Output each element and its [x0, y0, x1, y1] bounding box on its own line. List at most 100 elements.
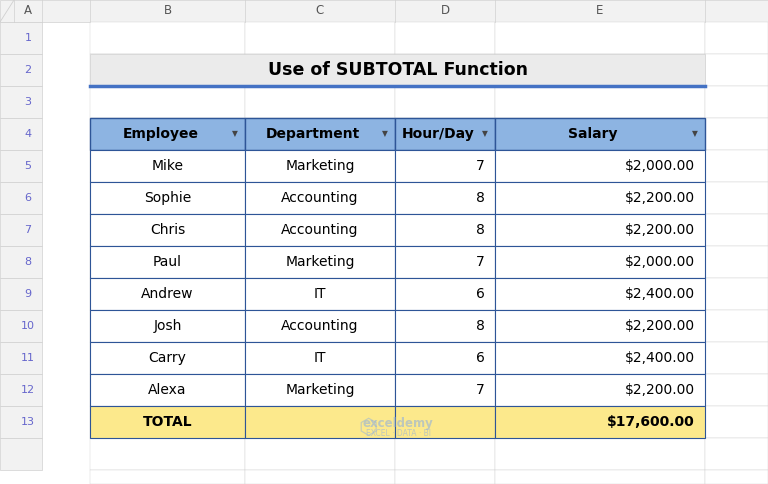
Bar	[395, 54, 495, 86]
Bar	[90, 54, 705, 86]
Text: IT: IT	[314, 351, 326, 365]
Bar	[495, 246, 705, 278]
Bar	[245, 310, 395, 342]
Text: Department: Department	[266, 127, 360, 141]
Bar	[495, 406, 705, 438]
Bar	[0, 182, 42, 214]
Bar	[90, 214, 245, 246]
Bar	[90, 438, 245, 470]
Bar	[495, 86, 705, 118]
Text: 4: 4	[25, 129, 31, 139]
Bar	[395, 246, 495, 278]
Bar	[245, 214, 395, 246]
Bar	[90, 86, 245, 118]
Bar	[705, 246, 768, 278]
Bar	[705, 118, 768, 150]
Bar	[0, 246, 42, 278]
Text: Carry: Carry	[148, 351, 187, 365]
Bar	[90, 342, 245, 374]
Bar	[245, 278, 395, 310]
Text: 7: 7	[476, 383, 485, 397]
Bar	[495, 278, 705, 310]
Bar	[90, 150, 245, 182]
Text: B: B	[164, 4, 171, 17]
Bar	[90, 246, 245, 278]
Bar	[245, 374, 395, 406]
Bar	[395, 438, 495, 470]
Bar	[495, 342, 705, 374]
Bar	[705, 22, 768, 54]
Text: EXCEL · DATA · BI: EXCEL · DATA · BI	[366, 429, 431, 439]
Text: 10: 10	[21, 321, 35, 331]
Bar	[245, 438, 395, 470]
Bar	[0, 406, 42, 438]
Text: 5: 5	[25, 161, 31, 171]
Bar	[495, 310, 705, 342]
Text: Accounting: Accounting	[281, 319, 359, 333]
Bar	[245, 406, 395, 438]
Bar	[245, 374, 395, 406]
Text: $17,600.00: $17,600.00	[607, 415, 695, 429]
Bar	[395, 118, 495, 150]
Bar	[245, 246, 395, 278]
Bar	[395, 374, 495, 406]
Bar	[245, 118, 395, 150]
Text: 6: 6	[25, 193, 31, 203]
Bar	[90, 118, 245, 150]
Text: 3: 3	[25, 97, 31, 107]
Bar	[0, 0, 768, 22]
Bar	[0, 278, 42, 310]
Bar	[495, 246, 705, 278]
Text: Josh: Josh	[154, 319, 182, 333]
Text: Marketing: Marketing	[285, 255, 355, 269]
Bar	[245, 86, 395, 118]
Bar	[245, 22, 395, 54]
Text: $2,400.00: $2,400.00	[625, 351, 695, 365]
Bar	[495, 278, 705, 310]
Bar	[245, 342, 395, 374]
Text: $2,200.00: $2,200.00	[625, 319, 695, 333]
Bar	[705, 150, 768, 182]
Text: IT: IT	[314, 287, 326, 301]
Bar	[495, 214, 705, 246]
Text: 1: 1	[25, 33, 31, 43]
Bar	[90, 406, 245, 438]
Text: ▼: ▼	[382, 130, 388, 138]
Text: Andrew: Andrew	[141, 287, 194, 301]
Bar	[495, 374, 705, 406]
Text: 2: 2	[25, 65, 31, 75]
Bar	[90, 278, 245, 310]
Text: 8: 8	[476, 191, 485, 205]
Text: $2,200.00: $2,200.00	[625, 191, 695, 205]
Bar	[90, 182, 245, 214]
Bar	[495, 182, 705, 214]
Bar	[395, 278, 495, 310]
Bar	[90, 470, 245, 484]
Bar	[395, 374, 495, 406]
Text: 8: 8	[476, 223, 485, 237]
Text: TOTAL: TOTAL	[143, 415, 192, 429]
Bar	[0, 150, 42, 182]
Bar	[395, 22, 495, 54]
Bar	[395, 342, 495, 374]
Bar	[495, 54, 705, 86]
Text: Accounting: Accounting	[281, 223, 359, 237]
Text: $2,000.00: $2,000.00	[625, 159, 695, 173]
Text: A: A	[24, 4, 32, 17]
Bar	[395, 118, 495, 150]
Text: $2,200.00: $2,200.00	[625, 223, 695, 237]
Bar	[705, 278, 768, 310]
Bar	[495, 150, 705, 182]
Bar	[0, 22, 42, 54]
Bar	[90, 406, 245, 438]
Bar	[395, 278, 495, 310]
Text: 7: 7	[25, 225, 31, 235]
Bar	[90, 342, 245, 374]
Text: Mike: Mike	[151, 159, 184, 173]
Text: 9: 9	[25, 289, 31, 299]
Text: ▼: ▼	[482, 130, 488, 138]
Text: Marketing: Marketing	[285, 383, 355, 397]
Text: Salary: Salary	[568, 127, 617, 141]
Bar	[495, 150, 705, 182]
Bar	[495, 118, 705, 150]
